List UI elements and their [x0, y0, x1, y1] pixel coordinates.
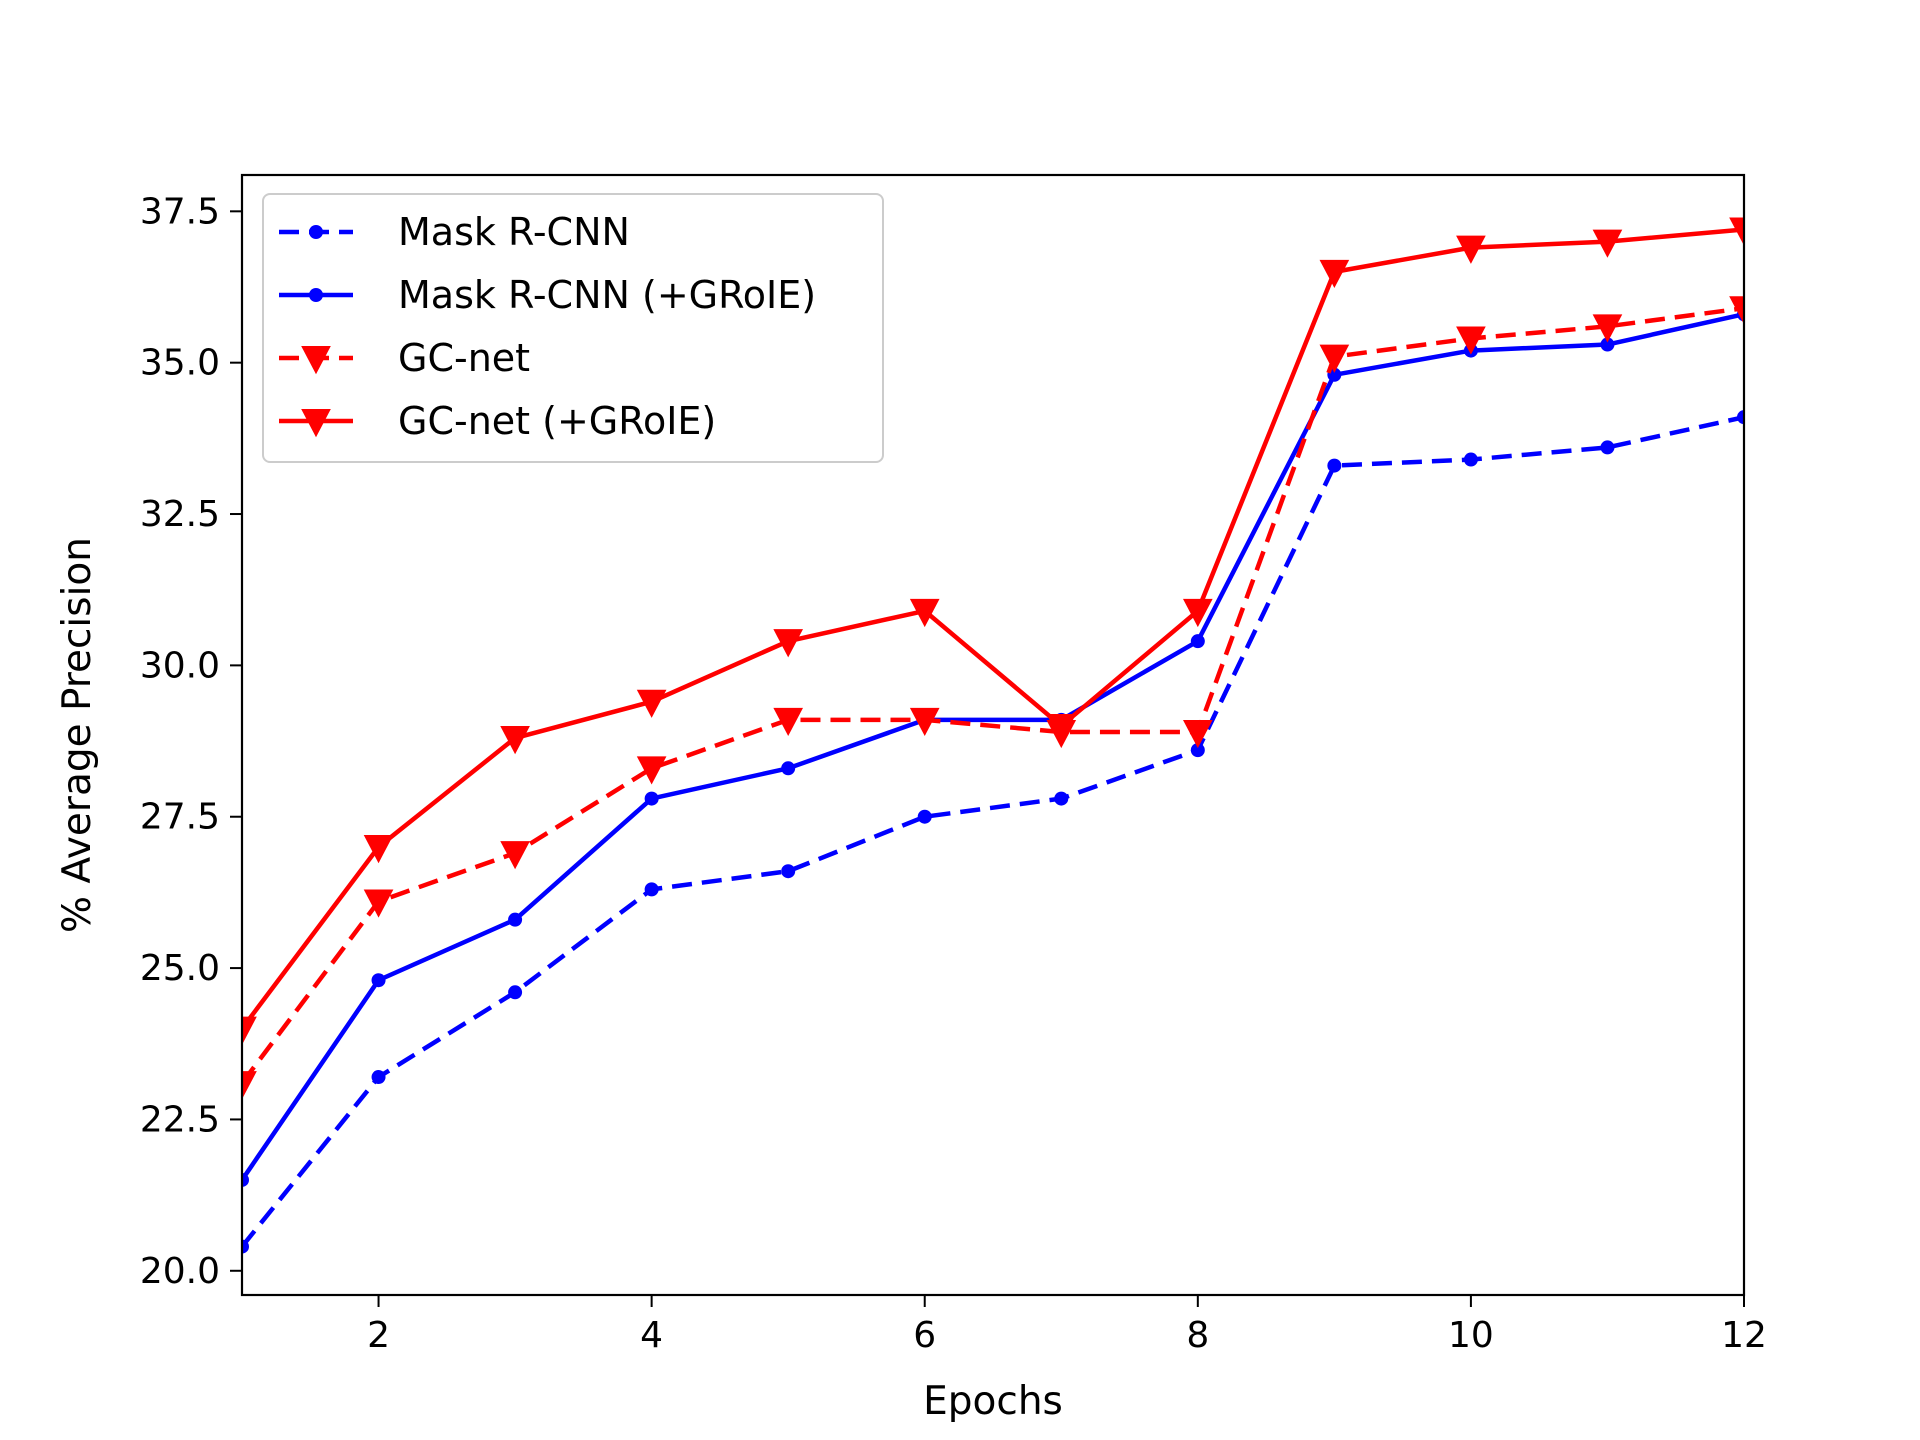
series-line — [242, 414, 1744, 1248]
series-gc-net — [242, 296, 1744, 1100]
data-point — [1182, 598, 1213, 628]
data-point — [781, 761, 796, 776]
legend-item: GC-net — [279, 336, 530, 380]
data-point — [1600, 337, 1615, 352]
legend-label: Mask R-CNN — [398, 210, 630, 254]
data-point — [1592, 314, 1623, 343]
x-tick-label: 2 — [367, 1315, 390, 1356]
data-point — [909, 598, 940, 628]
legend-box — [262, 193, 884, 463]
data-point — [917, 809, 932, 824]
legend-swatch-marker — [309, 225, 323, 239]
data-point — [242, 1016, 257, 1045]
series-layer — [242, 217, 1744, 1254]
series-line — [242, 305, 1744, 1085]
x-tick-label: 8 — [1186, 1315, 1209, 1356]
data-point — [242, 1172, 249, 1187]
data-point — [508, 912, 523, 927]
x-tick-label: 12 — [1721, 1315, 1767, 1356]
data-point — [1327, 458, 1342, 473]
data-point — [371, 973, 386, 988]
data-point — [1600, 440, 1615, 455]
data-point — [1046, 713, 1077, 743]
legend-label: GC-net — [398, 336, 530, 380]
data-point — [508, 985, 523, 1000]
data-point — [1190, 743, 1205, 758]
data-point — [1319, 344, 1350, 373]
y-axis: 20.0 22.5 25.0 27.5 30.0 32.5 35.0 37.5 — [140, 191, 242, 1292]
legend-label: GC-net (+GRoIE) — [398, 399, 716, 443]
data-point — [636, 756, 667, 785]
data-point — [781, 864, 796, 879]
data-point — [1729, 217, 1744, 246]
data-point — [1592, 229, 1623, 258]
x-tick-label: 10 — [1448, 1315, 1494, 1356]
x-axis-label: Epochs — [923, 1379, 1063, 1424]
data-point — [1182, 719, 1213, 749]
legend-swatch-marker — [309, 288, 323, 302]
y-tick-label: 27.5 — [140, 797, 220, 838]
series-gc-net-groie — [242, 217, 1744, 1045]
y-tick-label: 20.0 — [140, 1251, 220, 1292]
data-point — [644, 791, 659, 806]
x-tick-label: 4 — [640, 1315, 663, 1356]
y-tick-label: 37.5 — [140, 191, 220, 232]
y-tick-label: 30.0 — [140, 645, 220, 686]
data-point — [773, 629, 804, 658]
data-point — [1729, 296, 1744, 325]
data-point — [909, 707, 940, 737]
data-point — [242, 1239, 249, 1254]
legend-swatch-marker — [301, 409, 331, 438]
data-point — [1463, 452, 1478, 467]
y-tick-label: 32.5 — [140, 494, 220, 535]
data-point — [1190, 634, 1205, 649]
series-mask-r-cnn — [242, 410, 1744, 1254]
data-point — [1054, 791, 1069, 806]
data-point — [363, 889, 394, 918]
series-line — [242, 312, 1744, 1182]
data-point — [636, 689, 667, 718]
data-point — [500, 726, 530, 755]
y-tick-label: 35.0 — [140, 343, 220, 384]
data-point — [371, 1070, 386, 1085]
y-tick-label: 22.5 — [140, 1099, 220, 1140]
legend-item: Mask R-CNN (+GRoIE) — [279, 273, 816, 317]
data-point — [644, 882, 659, 897]
y-tick-label: 25.0 — [140, 948, 220, 989]
data-point — [500, 841, 530, 870]
x-axis: 2 4 6 8 10 12 — [367, 1295, 1767, 1356]
data-point — [242, 1071, 257, 1100]
data-point — [1737, 410, 1744, 425]
data-point — [363, 835, 394, 864]
data-point — [1456, 235, 1486, 264]
data-point — [773, 707, 804, 737]
x-tick-label: 6 — [913, 1315, 936, 1356]
legend-label: Mask R-CNN (+GRoIE) — [398, 273, 816, 317]
y-axis-label: % Average Precision — [55, 537, 100, 933]
legend-swatch-marker — [301, 346, 331, 375]
legend: Mask R-CNN Mask R-CNN (+GRoIE) GC-net GC-ne… — [262, 193, 884, 463]
legend-item: Mask R-CNN — [279, 210, 630, 254]
plot-frame — [240, 173, 1746, 1297]
series-line — [242, 227, 1744, 1030]
legend-item: GC-net (+GRoIE) — [279, 399, 716, 443]
data-point — [1456, 326, 1486, 355]
data-point — [1319, 259, 1350, 289]
